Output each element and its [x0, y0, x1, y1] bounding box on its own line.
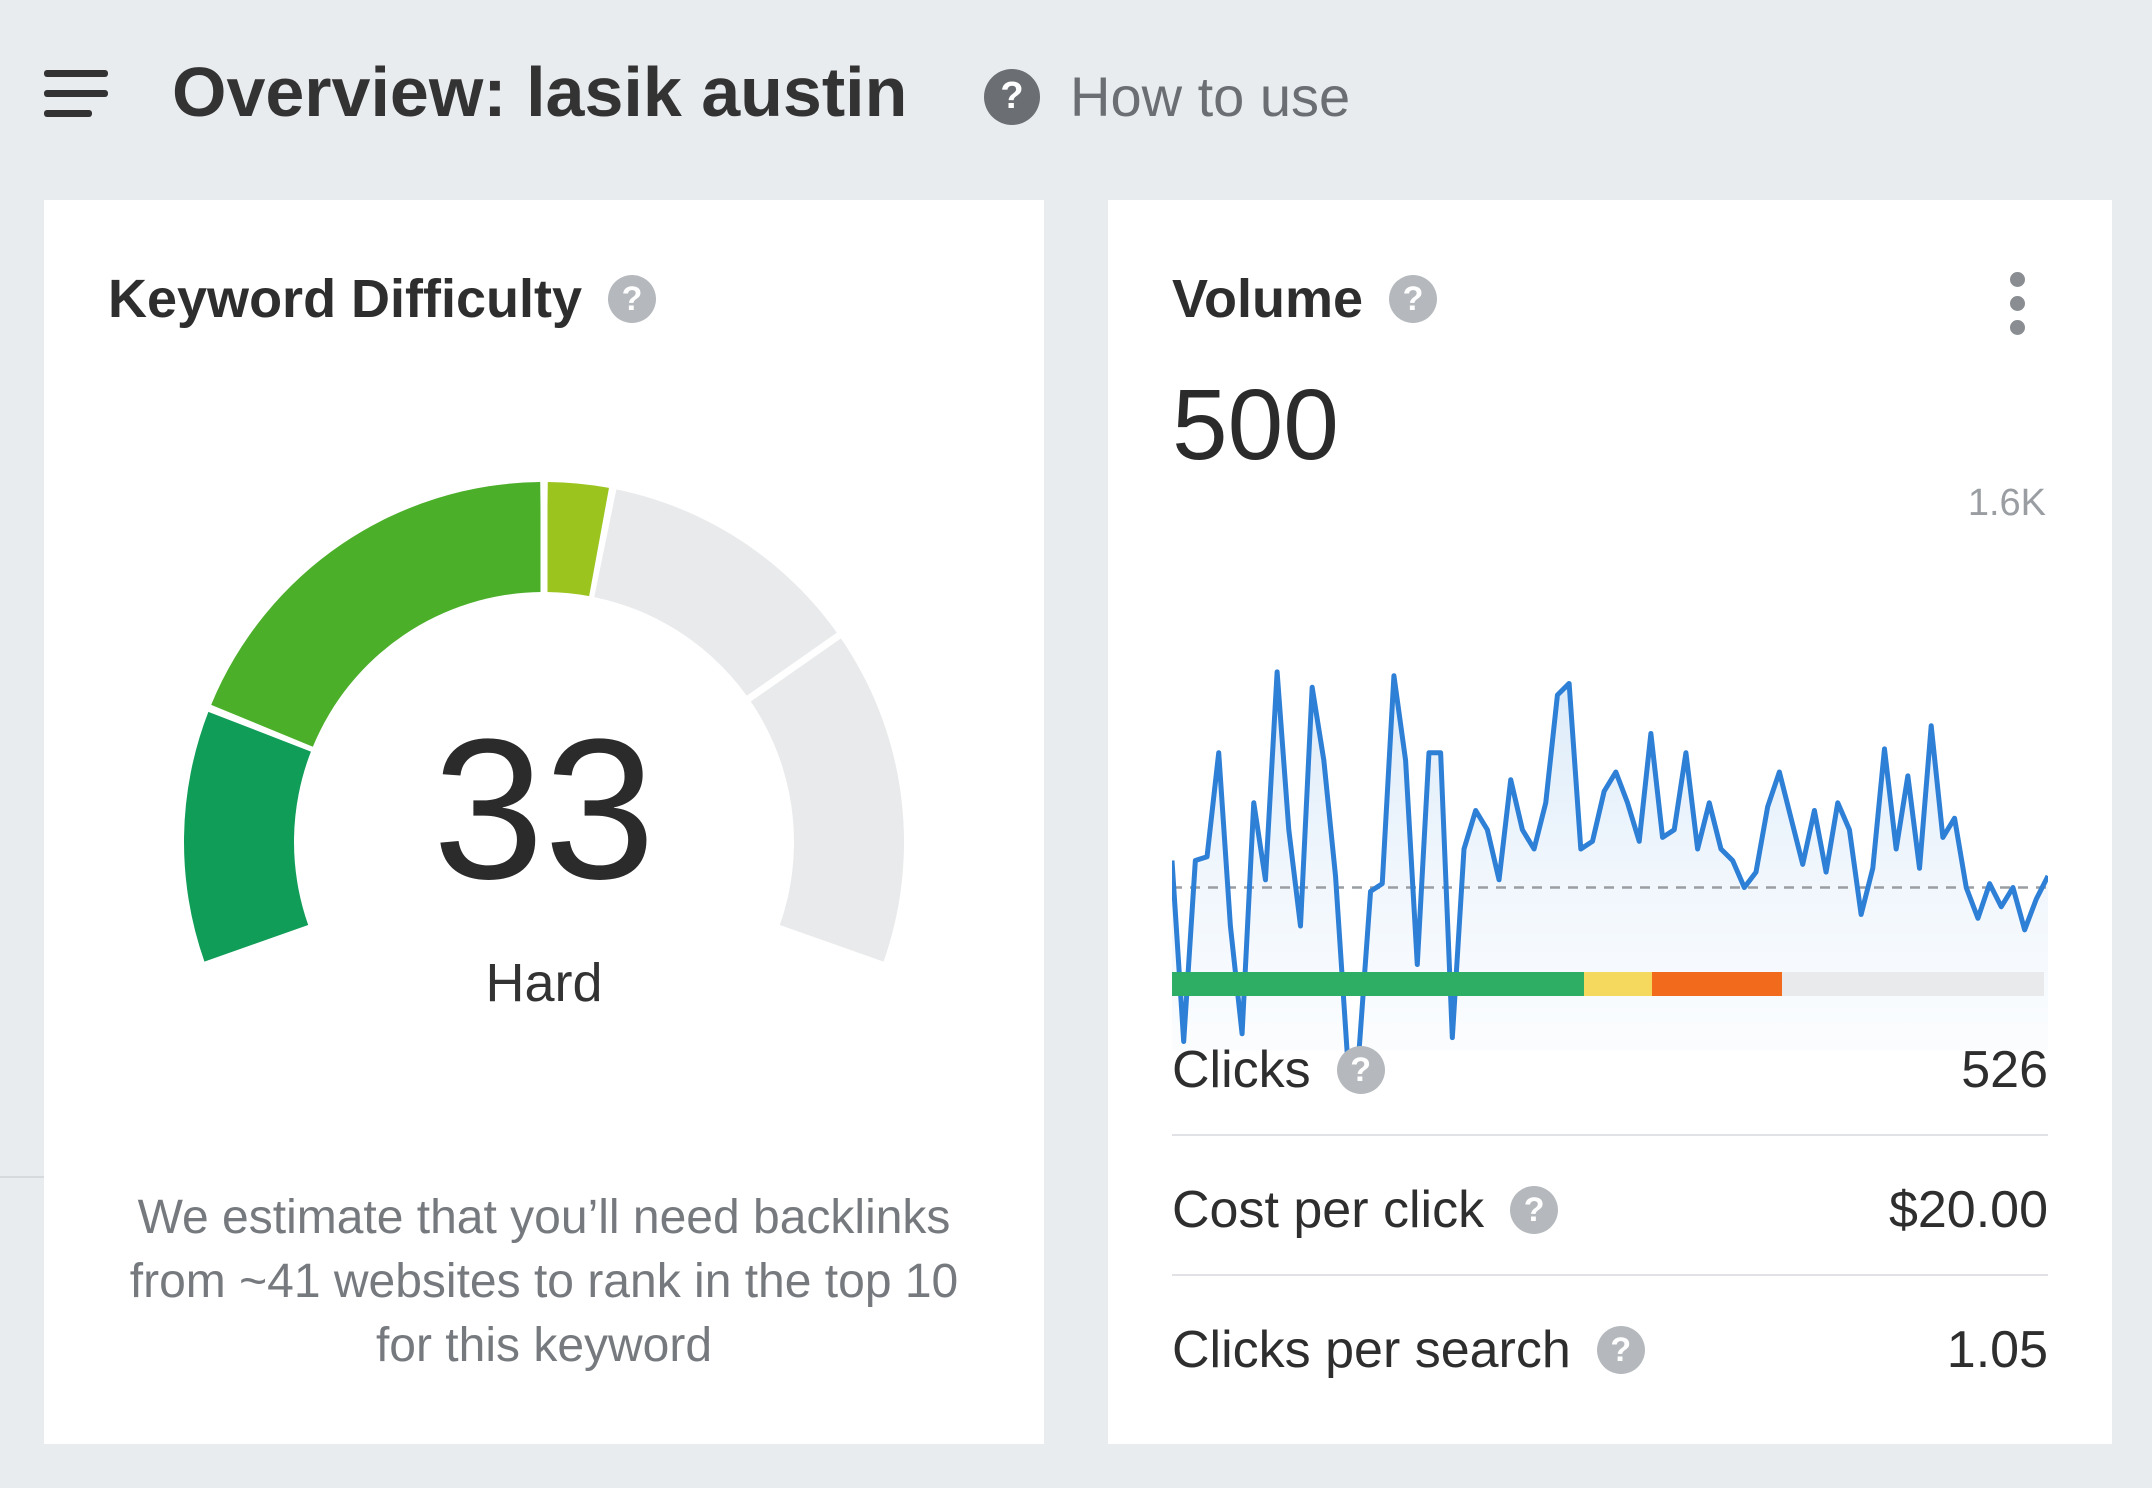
gauge-segment-mid [211, 482, 542, 747]
clicks-label: Clicks [1172, 1041, 1311, 1099]
divider [1172, 1134, 2048, 1136]
volume-trend-chart [1172, 669, 2048, 1056]
cost-per-click-label: Cost per click [1172, 1181, 1485, 1239]
volume-card: Volume ? 500 1.6K Clicks ? 526 Cost per … [1108, 200, 2112, 1444]
distribution-segment [1172, 972, 1584, 996]
help-icon[interactable]: ? [1596, 1326, 1645, 1374]
volume-title-text: Volume [1172, 269, 1364, 329]
divider [0, 1176, 44, 1178]
question-icon: ? [984, 68, 1040, 125]
difficulty-rating: Hard [485, 953, 603, 1013]
distribution-segment [1782, 972, 2044, 996]
difficulty-description: We estimate that you’ll need backlinks f… [129, 1191, 959, 1372]
page-header: Overview: lasik austin ? How to use [0, 0, 2152, 190]
keyword-difficulty-title-text: Keyword Difficulty [108, 269, 583, 329]
hamburger-menu-icon[interactable] [44, 70, 108, 118]
volume-title: Volume ? [1172, 268, 1438, 330]
difficulty-gauge [184, 480, 905, 962]
clicks-per-search-value: 1.05 [1946, 1321, 2048, 1379]
help-icon[interactable]: ? [1336, 1046, 1385, 1094]
keyword-difficulty-title: Keyword Difficulty ? [108, 268, 657, 330]
cost-per-click-value: $20.00 [1888, 1181, 2048, 1239]
more-options-icon[interactable] [1998, 272, 2038, 336]
metric-name: Clicks per search ? [1172, 1320, 1645, 1380]
divider [1172, 1274, 2048, 1276]
help-icon[interactable]: ? [1510, 1186, 1559, 1234]
volume-line [1172, 669, 2048, 1056]
help-icon[interactable]: ? [1389, 275, 1438, 323]
gauge-segment-high [546, 482, 609, 597]
how-to-use-link[interactable]: ? How to use [984, 64, 1350, 129]
keyword-difficulty-card: Keyword Difficulty ? 33 Hard We estimate… [44, 200, 1044, 1444]
gauge-segment-low [184, 711, 311, 962]
how-to-use-label: How to use [1070, 65, 1351, 128]
gauge-tick [745, 631, 843, 703]
page-title: Overview: lasik austin [172, 53, 908, 131]
difficulty-score: 33 [432, 698, 656, 921]
distribution-segment [1583, 972, 1652, 996]
metric-name: Clicks ? [1172, 1040, 1385, 1100]
gauge-segment-empty [594, 489, 905, 962]
metric-row-cost-per-click: Cost per click ? $20.00 [1172, 1140, 2048, 1280]
distribution-segment [1651, 972, 1783, 996]
traffic-distribution-bar [1172, 972, 2044, 996]
volume-value: 500 [1172, 369, 1339, 481]
metric-name: Cost per click ? [1172, 1180, 1559, 1240]
clicks-per-search-label: Clicks per search [1172, 1321, 1571, 1379]
help-icon[interactable]: ? [608, 275, 657, 323]
chart-max-label: 1.6K [1967, 482, 2046, 524]
metric-row-clicks: Clicks ? 526 [1172, 1000, 2048, 1140]
metric-row-clicks-per-search: Clicks per search ? 1.05 [1172, 1280, 2048, 1420]
clicks-value: 526 [1961, 1041, 2048, 1099]
